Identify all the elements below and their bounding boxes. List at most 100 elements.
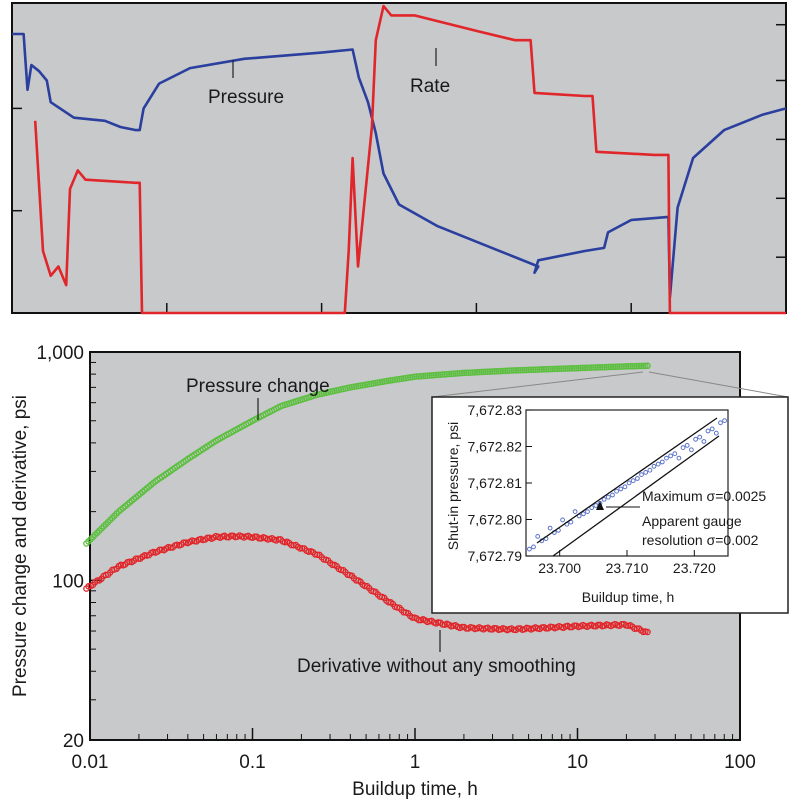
data-point [611,363,619,371]
inset-y-tick-label-3: 7,672.80 [468,512,523,528]
data-point [637,362,645,370]
inset-data-point [676,455,682,461]
data-point [631,362,638,370]
y-tick-label-2: 20 [63,731,84,752]
data-point [560,365,567,372]
inset-data-point [560,517,565,523]
data-point [132,555,140,562]
inset-data-point [705,428,711,434]
inset-y-tick-label-1: 7,672.82 [468,439,523,455]
data-point [415,373,423,380]
data-point [441,371,448,378]
top-series-rate-line [33,4,786,315]
data-point [627,363,634,370]
inset-data-point [585,509,590,515]
inset-data-point [672,451,678,457]
inset-data-point [680,445,686,451]
data-point [527,366,535,374]
inset-annotation-resolution: resolution σ=0.002 [642,532,759,548]
data-point [460,369,468,377]
data-point [424,372,431,379]
inset-data-point [639,472,644,478]
data-point [631,625,638,632]
data-point [512,367,520,374]
data-point [599,363,606,371]
data-point [409,614,416,621]
inset-data-point [709,426,715,432]
data-point [426,372,433,379]
bottom-series-pressure-change [83,362,651,547]
inset-data-point [643,470,649,475]
derivative-annotation: Derivative without any smoothing [297,656,576,677]
bottom-series-derivative [83,532,651,636]
inset-data-point [547,525,553,531]
inset-x-label: Buildup time, h [582,589,675,605]
x-tick-label-3: 10 [567,752,588,773]
inset-data-point [651,463,657,469]
inset-data-point [701,439,707,444]
bottom-series [83,362,651,636]
data-point [562,365,569,372]
data-point [452,370,459,377]
data-point [428,372,435,379]
data-point [644,362,651,370]
data-point [156,546,164,553]
inset-data-point [713,430,719,436]
data-point [536,366,543,373]
inset-x-tick-label-0: 23.700 [538,560,581,576]
data-point [616,363,623,370]
top-chart: Pressure Rate [11,2,787,315]
data-point [491,368,498,375]
inset-data-point [535,534,541,539]
data-point [475,368,483,376]
inset-data-point [622,484,628,490]
pressure-annotation: Pressure [208,87,284,108]
y-axis-label: Pressure change and derivative, psi [10,395,31,697]
inset-data-point [664,455,669,461]
inset-y-tick-label-0: 7,672.83 [468,402,523,418]
inset-data-point [630,478,636,484]
inset-y-tick-label-2: 7,672.81 [468,475,523,491]
data-point [618,363,625,370]
data-point [577,364,584,372]
y-tick-label-1: 100 [52,571,84,592]
data-point [601,363,608,371]
data-point [547,365,554,373]
data-point [467,369,474,376]
data-point [555,365,563,373]
data-point [575,364,582,372]
inset-tick-labels: 23.700 23.710 23.720 7,672.83 7,672.82 7,672.… [468,402,716,576]
x-axis-label: Buildup time, h [352,779,478,800]
data-point [581,364,589,372]
data-point [542,366,550,373]
data-point [558,365,565,372]
inset-y-tick-label-4: 7,672.79 [468,548,523,564]
top-series [12,4,787,315]
inset-data-point [647,467,653,473]
pressure-change-annotation: Pressure change [186,376,330,397]
data-point [180,539,187,546]
data-point [497,367,505,375]
inset-upper-bound-line [536,417,718,544]
inset-data-point [626,480,632,486]
data-point [439,371,446,378]
data-point [538,366,546,373]
data-point [484,368,492,375]
data-point [573,364,580,372]
inset-data-point [610,492,615,498]
inset-x-tick-label-2: 23.720 [673,560,716,576]
data-point [566,365,574,372]
inset-data-point [614,488,619,494]
data-point [439,621,446,628]
data-point [434,371,442,379]
data-point [504,367,511,375]
data-point [508,367,515,374]
inset-data-point [527,546,532,552]
inset-pointer-arrow [596,501,604,510]
data-point [592,364,600,371]
y-tick-label-0: 1,000 [36,343,84,364]
inset-data-point [618,486,624,492]
inset-data-point [601,497,607,502]
data-point [605,363,612,371]
